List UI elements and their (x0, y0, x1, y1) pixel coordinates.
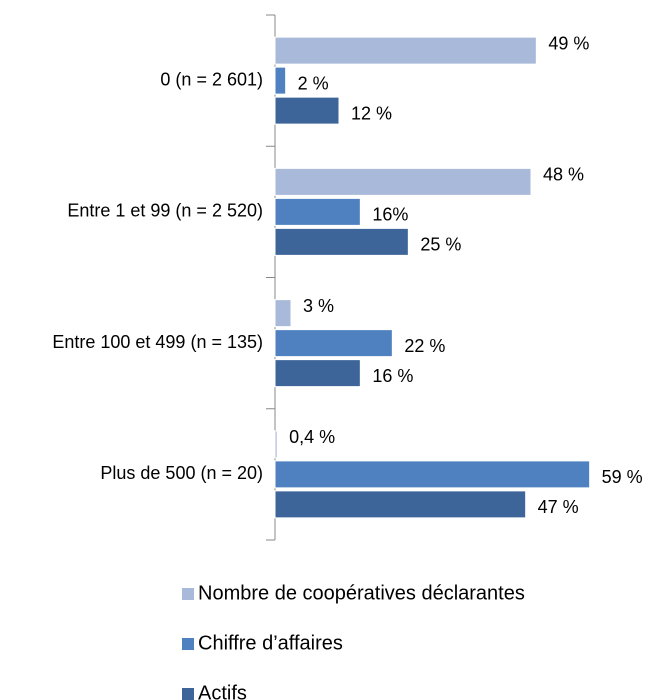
value-label: 0,4 % (289, 427, 335, 447)
bar (274, 167, 532, 196)
category-label: Entre 100 et 499 (n = 135) (52, 332, 263, 352)
bar (274, 299, 292, 328)
value-label: 12 % (351, 103, 392, 123)
bar (274, 460, 591, 489)
bar (274, 36, 537, 65)
bar (274, 197, 361, 226)
value-label: 25 % (420, 235, 461, 255)
value-label: 3 % (303, 296, 334, 316)
category-label: Entre 1 et 99 (n = 2 520) (67, 201, 263, 221)
bar (274, 490, 527, 519)
legend-label: Chiffre d’affaires (198, 632, 343, 654)
legend-swatch (182, 688, 194, 700)
bar (274, 227, 409, 256)
bar (274, 96, 340, 125)
bar (274, 359, 361, 388)
legend-label: Actifs (198, 682, 247, 700)
value-label: 49 % (548, 33, 589, 53)
value-label: 48 % (543, 165, 584, 185)
category-label: 0 (n = 2 601) (160, 69, 263, 89)
bar (274, 66, 287, 95)
value-label: 47 % (538, 497, 579, 517)
bar (274, 329, 393, 358)
value-label: 2 % (298, 73, 329, 93)
category-label: Plus de 500 (n = 20) (100, 463, 263, 483)
legend-swatch (182, 638, 194, 650)
legend-label: Nombre de coopératives déclarantes (198, 582, 525, 604)
value-label: 22 % (404, 336, 445, 356)
value-label: 16% (372, 205, 408, 225)
bar (274, 430, 278, 459)
value-label: 59 % (602, 467, 643, 487)
legend-swatch (182, 588, 194, 600)
value-label: 16 % (372, 366, 413, 386)
